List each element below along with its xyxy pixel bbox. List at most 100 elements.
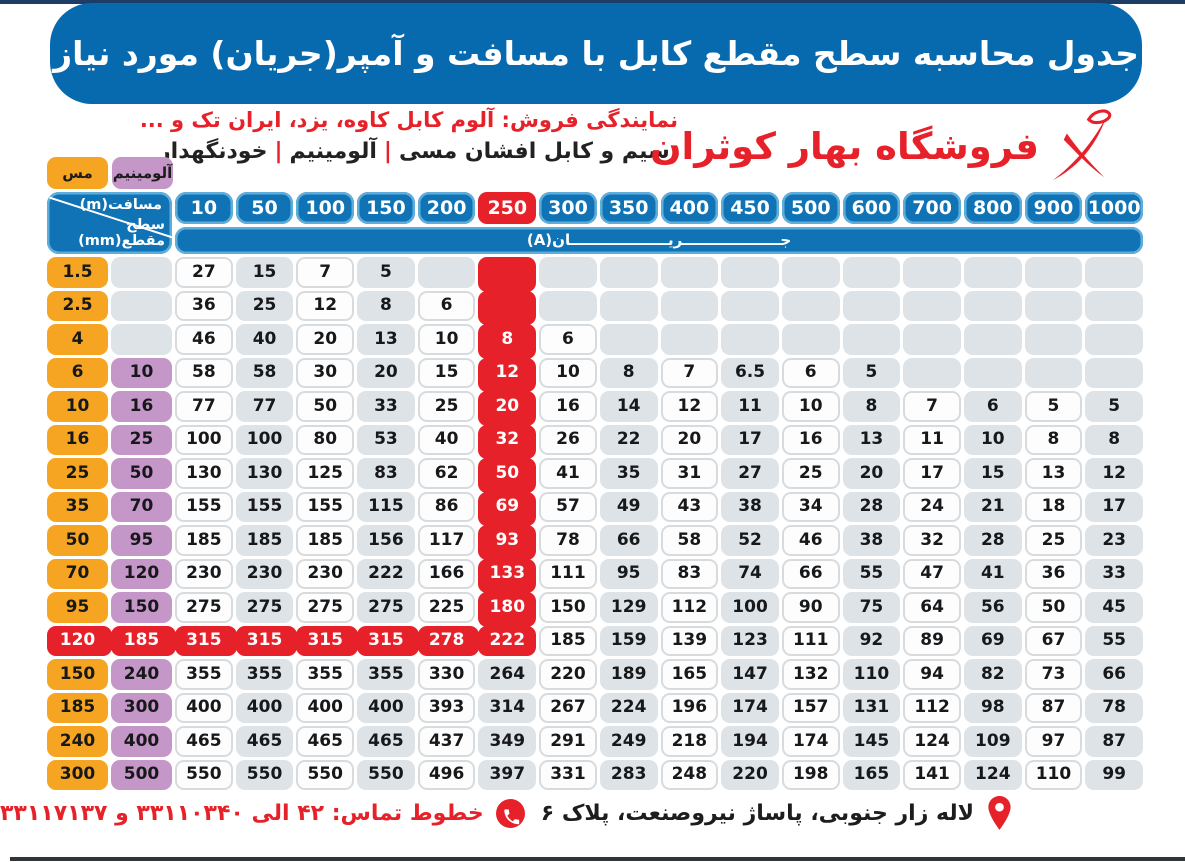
data-cell: 69 bbox=[963, 625, 1022, 656]
data-cell: 220 bbox=[539, 659, 597, 690]
data-cell bbox=[1024, 290, 1083, 321]
data-cell: 97 bbox=[1024, 726, 1083, 757]
data-cell: 5 bbox=[1085, 391, 1143, 422]
data-cell: 27 bbox=[175, 257, 233, 288]
data-cell: 315 bbox=[235, 625, 294, 656]
data-cell bbox=[721, 324, 779, 355]
data-cell: 5 bbox=[842, 357, 901, 388]
row-header-aluminum: 150 bbox=[111, 592, 172, 623]
row-header-copper: 70 bbox=[47, 558, 108, 589]
data-cell: 87 bbox=[1085, 726, 1143, 757]
data-cell: 57 bbox=[539, 491, 597, 522]
data-cell: 218 bbox=[660, 726, 719, 757]
data-cell: 46 bbox=[175, 324, 233, 355]
data-cell bbox=[903, 290, 961, 321]
row-header-aluminum: 25 bbox=[111, 424, 172, 455]
data-cell: 17 bbox=[903, 458, 961, 489]
data-cell bbox=[842, 324, 901, 355]
data-cell: 12 bbox=[1085, 458, 1143, 489]
dealer-line: نمایندگی فروش: آلوم کابل کاوه، یزد، ایرا… bbox=[139, 108, 678, 132]
data-cell bbox=[660, 324, 719, 355]
subheader-left: نمایندگی فروش: آلوم کابل کاوه، یزد، ایرا… bbox=[139, 108, 678, 164]
data-cell: 58 bbox=[175, 357, 233, 388]
data-cell: 95 bbox=[599, 558, 658, 589]
data-cell: 32 bbox=[903, 525, 961, 556]
data-cell: 314 bbox=[478, 692, 537, 723]
data-cell bbox=[1024, 257, 1083, 288]
data-cell bbox=[842, 257, 901, 288]
data-cell: 315 bbox=[296, 625, 355, 656]
corner-header-cell: مسافت(m) سطح مقطع(mm) bbox=[47, 192, 172, 254]
data-cell: 11 bbox=[721, 391, 779, 422]
data-cell: 36 bbox=[1024, 558, 1083, 589]
data-cell bbox=[1024, 357, 1083, 388]
column-header-pill: 400 bbox=[660, 192, 719, 224]
data-cell: 550 bbox=[235, 759, 294, 790]
address-block: لاله زار جنوبی، پاساژ نیروصنعت، پلاک ۶ bbox=[541, 795, 1013, 831]
data-cell: 110 bbox=[1024, 759, 1083, 790]
data-cell: 330 bbox=[417, 659, 476, 690]
row-header-aluminum: 95 bbox=[111, 525, 172, 556]
column-header-pill: 10 bbox=[175, 192, 233, 224]
data-cell: 8 bbox=[478, 324, 537, 355]
data-cell: 131 bbox=[842, 692, 901, 723]
data-cell: 225 bbox=[417, 592, 476, 623]
data-cell: 125 bbox=[296, 458, 355, 489]
data-cell bbox=[963, 357, 1022, 388]
data-cell: 38 bbox=[721, 491, 779, 522]
data-cell: 278 bbox=[417, 625, 476, 656]
data-cell: 13 bbox=[842, 424, 901, 455]
data-cell: 83 bbox=[357, 458, 415, 489]
data-cell: 145 bbox=[842, 726, 901, 757]
product-line: سیم و کابل افشان مسی|آلومینیم|خودنگهدار bbox=[158, 139, 678, 164]
diagonal-divider bbox=[47, 192, 172, 254]
data-cell: 400 bbox=[357, 692, 415, 723]
data-cell: 86 bbox=[417, 491, 476, 522]
data-cell: 189 bbox=[599, 659, 658, 690]
product-part: آلومینیم bbox=[289, 139, 377, 164]
row-header-aluminum bbox=[111, 257, 172, 288]
data-cell: 393 bbox=[417, 692, 476, 723]
data-cell: 194 bbox=[721, 726, 779, 757]
data-cell: 98 bbox=[963, 692, 1022, 723]
data-cell: 8 bbox=[1085, 424, 1143, 455]
data-cell: 7 bbox=[660, 357, 719, 388]
data-cell: 46 bbox=[781, 525, 840, 556]
data-cell: 55 bbox=[1085, 625, 1143, 656]
data-cell: 94 bbox=[903, 659, 961, 690]
data-cell: 25 bbox=[781, 458, 840, 489]
data-cell: 465 bbox=[235, 726, 294, 757]
row-header-aluminum: 500 bbox=[111, 759, 172, 790]
data-cell: 397 bbox=[478, 759, 537, 790]
row-header-aluminum: 16 bbox=[111, 391, 172, 422]
data-cell: 78 bbox=[1085, 692, 1143, 723]
data-cell: 198 bbox=[781, 759, 840, 790]
data-cell: 56 bbox=[963, 592, 1022, 623]
data-cell: 83 bbox=[660, 558, 719, 589]
row-header-copper: 240 bbox=[47, 726, 108, 757]
data-cell: 465 bbox=[296, 726, 355, 757]
data-cell: 10 bbox=[963, 424, 1022, 455]
row-header-copper: 50 bbox=[47, 525, 108, 556]
data-cell: 36 bbox=[175, 290, 233, 321]
data-cell: 8 bbox=[357, 290, 415, 321]
data-cell: 185 bbox=[175, 525, 233, 556]
data-cell: 69 bbox=[478, 491, 537, 522]
data-cell: 30 bbox=[296, 357, 355, 388]
separator: | bbox=[383, 139, 392, 164]
data-cell: 22 bbox=[599, 424, 658, 455]
row-header-copper: 1.5 bbox=[47, 257, 108, 288]
data-cell: 110 bbox=[842, 659, 901, 690]
data-cell: 45 bbox=[1085, 592, 1143, 623]
row-header-aluminum: 10 bbox=[111, 357, 172, 388]
data-cell bbox=[599, 257, 658, 288]
data-cell: 275 bbox=[296, 592, 355, 623]
footer: لاله زار جنوبی، پاساژ نیروصنعت، پلاک ۶ خ… bbox=[0, 791, 1013, 835]
row-header-aluminum bbox=[111, 290, 172, 321]
data-cell: 6.5 bbox=[721, 357, 779, 388]
data-cell: 180 bbox=[478, 592, 537, 623]
data-cell: 124 bbox=[903, 726, 961, 757]
data-cell: 17 bbox=[721, 424, 779, 455]
data-cell bbox=[1024, 324, 1083, 355]
